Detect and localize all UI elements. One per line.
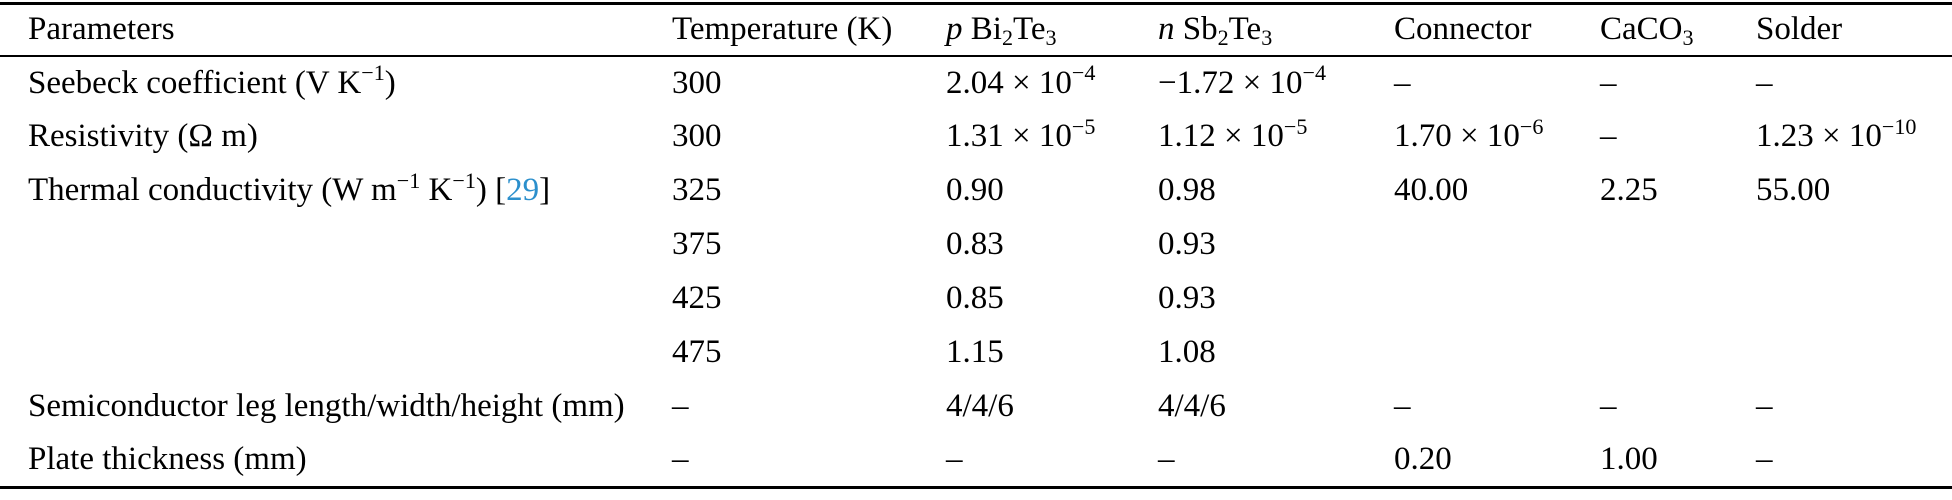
cell-parameters-row-0: Seebeck coefficient (V K−1) bbox=[28, 60, 396, 101]
cell-p-bi2te3-row-3: 0.83 bbox=[946, 226, 1004, 262]
column-header-n-sb2te3: n Sb2Te3 bbox=[1158, 11, 1273, 50]
cell-p-bi2te3-row-7: – bbox=[946, 441, 963, 478]
table-row-1: Resistivity (Ω m) 300 1.31 × 10−5 1.12 × 10… bbox=[0, 110, 1952, 164]
cell-p-bi2te3-row-2: 0.90 bbox=[946, 172, 1004, 208]
cell-parameters-row-3 bbox=[0, 218, 672, 272]
cell-connector-row-1: 1.70 × 10−6 bbox=[1394, 113, 1544, 154]
cell-caco3-row-2: 2.25 bbox=[1600, 172, 1658, 208]
cell-connector-row-3 bbox=[1394, 218, 1600, 272]
column-header-p-bi2te3: p Bi2Te3 bbox=[946, 11, 1057, 50]
cell-parameters-row-2: Thermal conductivity (W m−1 K−1) [29] bbox=[28, 167, 551, 208]
column-header-connector: Connector bbox=[1394, 11, 1532, 48]
table-row-3: 375 0.83 0.93 bbox=[0, 218, 1952, 272]
cell-caco3-row-7: 1.00 bbox=[1600, 441, 1658, 478]
cell-parameters-row-4 bbox=[0, 272, 672, 326]
cell-p-bi2te3-row-4: 0.85 bbox=[946, 280, 1004, 316]
cell-parameters-row-7: Plate thickness (mm) bbox=[28, 441, 307, 478]
cell-solder-row-6: – bbox=[1756, 388, 1773, 424]
cell-solder-row-2: 55.00 bbox=[1756, 172, 1831, 208]
cell-p-bi2te3-row-0: 2.04 × 10−4 bbox=[946, 60, 1096, 101]
column-header-solder: Solder bbox=[1756, 11, 1843, 48]
cell-p-bi2te3-row-6: 4/4/6 bbox=[946, 388, 1014, 424]
cell-n-sb2te3-row-3: 0.93 bbox=[1158, 226, 1216, 262]
header-row: Parameters Temperature (K) p Bi2Te3 n Sb2Te… bbox=[0, 4, 1952, 56]
table-row-7: Plate thickness (mm) – – – 0.20 1.00 – bbox=[0, 434, 1952, 488]
cell-p-bi2te3-row-5: 1.15 bbox=[946, 334, 1004, 370]
cell-parameters-row-5 bbox=[0, 326, 672, 380]
column-header-parameters: Parameters bbox=[28, 11, 175, 48]
cell-temperature-row-0: 300 bbox=[672, 64, 722, 101]
cell-parameters-row-1: Resistivity (Ω m) bbox=[28, 118, 258, 154]
cell-caco3-row-1: – bbox=[1600, 118, 1617, 154]
column-header-temperature: Temperature (K) bbox=[672, 11, 893, 48]
cell-caco3-row-6: – bbox=[1600, 388, 1617, 424]
cell-p-bi2te3-row-1: 1.31 × 10−5 bbox=[946, 113, 1096, 154]
column-header-caco3: CaCO3 bbox=[1600, 11, 1694, 50]
cell-temperature-row-2: 325 bbox=[672, 172, 722, 208]
cell-n-sb2te3-row-0: −1.72 × 10−4 bbox=[1158, 60, 1327, 101]
cell-n-sb2te3-row-6: 4/4/6 bbox=[1158, 388, 1226, 424]
table-row-2: Thermal conductivity (W m−1 K−1) [29] 325… bbox=[0, 164, 1952, 218]
cell-connector-row-7: 0.20 bbox=[1394, 441, 1452, 478]
cell-n-sb2te3-row-1: 1.12 × 10−5 bbox=[1158, 113, 1308, 154]
cell-temperature-row-1: 300 bbox=[672, 118, 722, 154]
cell-n-sb2te3-row-7: – bbox=[1158, 441, 1175, 478]
cell-caco3-row-5 bbox=[1600, 326, 1756, 380]
table-row-0: Seebeck coefficient (V K−1) 300 2.04 × 10−… bbox=[0, 56, 1952, 110]
table-row-5: 475 1.15 1.08 bbox=[0, 326, 1952, 380]
cell-n-sb2te3-row-2: 0.98 bbox=[1158, 172, 1216, 208]
cell-solder-row-1: 1.23 × 10−10 bbox=[1756, 113, 1917, 154]
parameters-table: Parameters Temperature (K) p Bi2Te3 n Sb2Te… bbox=[0, 2, 1952, 489]
cell-solder-row-3 bbox=[1756, 218, 1952, 272]
cell-temperature-row-3: 375 bbox=[672, 226, 722, 262]
cell-solder-row-4 bbox=[1756, 272, 1952, 326]
cell-connector-row-5 bbox=[1394, 326, 1600, 380]
cell-caco3-row-0: – bbox=[1600, 64, 1617, 101]
cell-connector-row-6: – bbox=[1394, 388, 1411, 424]
cell-n-sb2te3-row-4: 0.93 bbox=[1158, 280, 1216, 316]
table-body: Seebeck coefficient (V K−1) 300 2.04 × 10−… bbox=[0, 56, 1952, 488]
cell-parameters-row-6: Semiconductor leg length/width/height (m… bbox=[28, 388, 625, 424]
cell-connector-row-4 bbox=[1394, 272, 1600, 326]
cell-temperature-row-4: 425 bbox=[672, 280, 722, 316]
cell-caco3-row-4 bbox=[1600, 272, 1756, 326]
cell-connector-row-0: – bbox=[1394, 64, 1411, 101]
table-row-6: Semiconductor leg length/width/height (m… bbox=[0, 380, 1952, 434]
cell-solder-row-7: – bbox=[1756, 441, 1773, 478]
cell-temperature-row-7: – bbox=[672, 441, 689, 478]
cell-connector-row-2: 40.00 bbox=[1394, 172, 1469, 208]
cell-solder-row-5 bbox=[1756, 326, 1952, 380]
cell-solder-row-0: – bbox=[1756, 64, 1773, 101]
cell-temperature-row-5: 475 bbox=[672, 334, 722, 370]
citation-link[interactable]: 29 bbox=[506, 172, 540, 208]
cell-caco3-row-3 bbox=[1600, 218, 1756, 272]
cell-n-sb2te3-row-5: 1.08 bbox=[1158, 334, 1216, 370]
table-row-4: 425 0.85 0.93 bbox=[0, 272, 1952, 326]
cell-temperature-row-6: – bbox=[672, 388, 689, 424]
